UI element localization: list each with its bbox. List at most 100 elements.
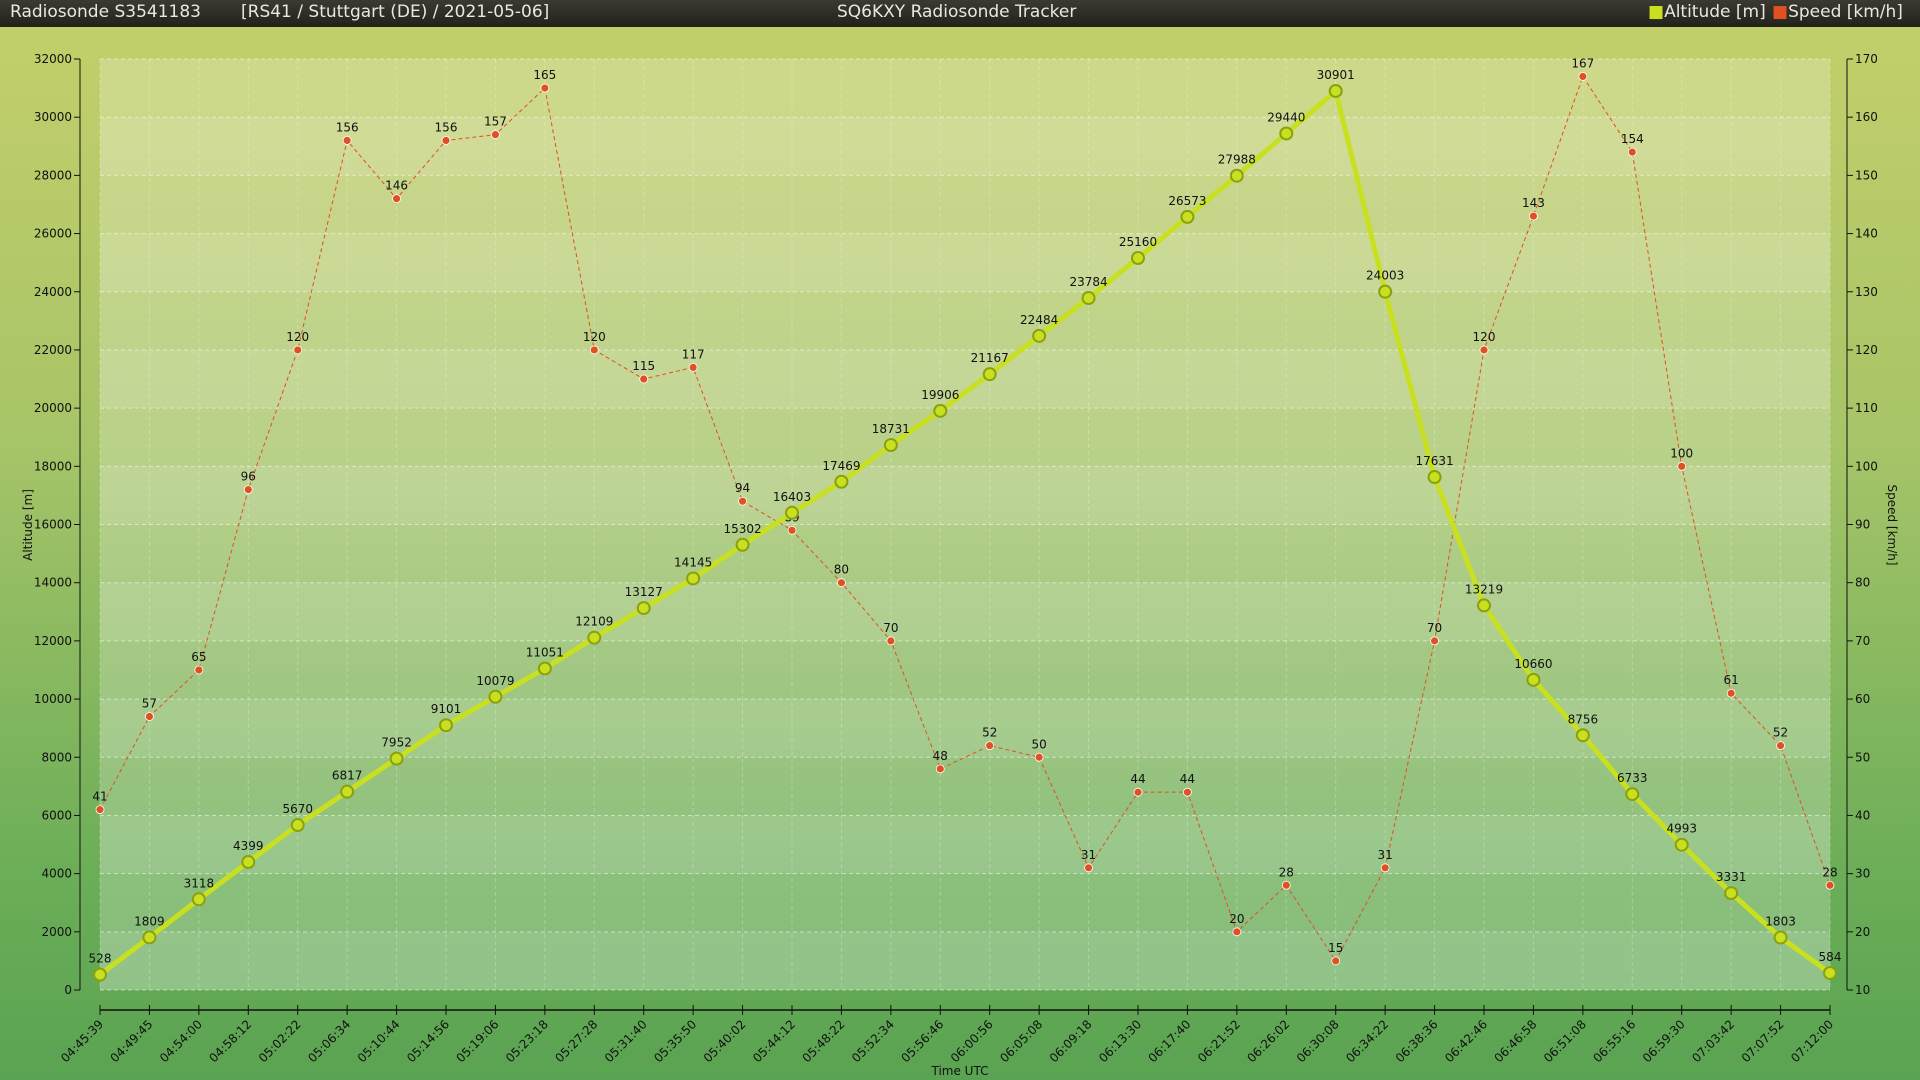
x-tick-label: 05:23:18 <box>503 1017 551 1065</box>
altitude-label: 25160 <box>1119 235 1157 249</box>
altitude-point <box>340 784 355 799</box>
x-tick-label: 05:02:22 <box>256 1017 304 1065</box>
altitude-label: 584 <box>1819 950 1842 964</box>
x-tick-label: 07:12:00 <box>1788 1017 1836 1065</box>
speed-label: 80 <box>834 563 849 577</box>
x-tick-label: 05:14:56 <box>404 1017 452 1065</box>
altitude-label: 26573 <box>1168 194 1206 208</box>
y2-tick-label: 60 <box>1855 692 1870 706</box>
speed-label: 120 <box>286 330 309 344</box>
plot-band <box>100 349 1830 409</box>
speed-point <box>145 712 154 721</box>
speed-label: 65 <box>191 650 206 664</box>
altitude-point <box>1477 598 1491 613</box>
x-tick-label: 05:52:34 <box>849 1017 897 1065</box>
altitude-label: 29440 <box>1267 110 1305 124</box>
altitude-point <box>1279 126 1294 141</box>
altitude-label: 22484 <box>1020 313 1058 327</box>
speed-point <box>293 345 303 355</box>
altitude-point <box>636 601 651 616</box>
y-tick-label: 22000 <box>34 343 72 357</box>
altitude-point <box>1032 328 1047 343</box>
speed-label: 15 <box>1328 941 1343 955</box>
speed-label: 157 <box>484 115 507 129</box>
speed-point <box>886 636 896 646</box>
altitude-point <box>241 855 256 870</box>
x-tick-label: 06:13:30 <box>1096 1017 1144 1065</box>
altitude-point <box>1378 284 1393 299</box>
speed-label: 52 <box>982 726 997 740</box>
plot-band <box>100 466 1830 525</box>
speed-point <box>243 485 253 494</box>
altitude-label: 9101 <box>431 702 462 716</box>
altitude-label: 18731 <box>872 422 910 436</box>
x-tick-label: 05:40:02 <box>701 1017 749 1065</box>
speed-point <box>1776 741 1785 751</box>
y2-tick-label: 170 <box>1855 52 1878 66</box>
plot-band <box>100 175 1830 234</box>
x-tick-label: 05:31:40 <box>602 1017 650 1065</box>
app-title: SQ6KXY Radiosonde Tracker <box>837 2 1077 22</box>
altitude-point <box>1081 291 1096 306</box>
speed-point <box>491 130 500 140</box>
speed-label: 28 <box>1822 865 1837 879</box>
y-tick-label: 24000 <box>34 285 72 299</box>
altitude-label: 17631 <box>1415 454 1453 468</box>
altitude-point <box>1180 209 1195 224</box>
altitude-point <box>933 403 948 418</box>
y-tick-label: 26000 <box>34 227 72 241</box>
y-tick-label: 4000 <box>41 867 72 881</box>
altitude-point <box>1724 886 1739 901</box>
y-tick-label: 10000 <box>34 692 72 706</box>
altitude-label: 30901 <box>1317 68 1355 82</box>
x-tick-label: 06:30:08 <box>1294 1017 1342 1065</box>
x-tick-label: 06:51:08 <box>1541 1017 1589 1065</box>
y2-tick-label: 10 <box>1855 983 1870 997</box>
x-tick-label: 06:05:08 <box>997 1017 1045 1065</box>
y2-tick-label: 100 <box>1855 459 1878 473</box>
y2-tick-label: 150 <box>1855 168 1878 182</box>
plot-band <box>100 408 1830 467</box>
speed-label: 41 <box>92 790 107 804</box>
altitude-label: 11051 <box>526 645 564 659</box>
legend-speed: ■Speed [km/h] <box>1772 2 1903 22</box>
speed-label: 117 <box>682 347 705 361</box>
y2-tick-label: 140 <box>1855 227 1878 241</box>
altitude-point <box>389 751 404 766</box>
altitude-point <box>93 967 107 982</box>
y2-tick-label: 30 <box>1855 867 1870 881</box>
altitude-label: 16403 <box>773 490 811 504</box>
speed-point <box>1034 752 1044 762</box>
x-tick-label: 06:38:36 <box>1393 1017 1441 1065</box>
altitude-label: 21167 <box>971 351 1009 365</box>
y2-tick-label: 40 <box>1855 808 1870 822</box>
speed-label: 154 <box>1621 132 1644 146</box>
altitude-point <box>785 505 799 520</box>
speed-label: 96 <box>241 470 256 484</box>
speed-point <box>1825 880 1835 890</box>
altitude-point <box>1575 728 1590 743</box>
plot-band <box>100 291 1830 350</box>
chart-background <box>0 27 1920 1080</box>
speed-point <box>1232 927 1242 937</box>
x-axis-label: Time UTC <box>931 1064 989 1078</box>
altitude-label: 13219 <box>1465 582 1503 596</box>
plot-band <box>100 233 1830 292</box>
y2-tick-label: 110 <box>1855 401 1878 415</box>
x-tick-label: 04:49:45 <box>108 1017 156 1065</box>
speed-point <box>1183 787 1192 797</box>
altitude-label: 10079 <box>476 674 514 688</box>
speed-label: 31 <box>1081 848 1096 862</box>
speed-point <box>639 374 649 384</box>
speed-point <box>1380 863 1390 873</box>
altitude-label: 1809 <box>134 914 165 928</box>
y2-tick-label: 90 <box>1855 518 1870 532</box>
altitude-label: 10660 <box>1514 657 1552 671</box>
altitude-point <box>1823 966 1837 981</box>
altitude-label: 5670 <box>282 802 313 816</box>
plot-band <box>100 524 1830 583</box>
altitude-point <box>834 474 849 489</box>
y-tick-label: 30000 <box>34 110 72 124</box>
altitude-label: 4399 <box>233 839 264 853</box>
y-tick-label: 28000 <box>34 168 72 182</box>
